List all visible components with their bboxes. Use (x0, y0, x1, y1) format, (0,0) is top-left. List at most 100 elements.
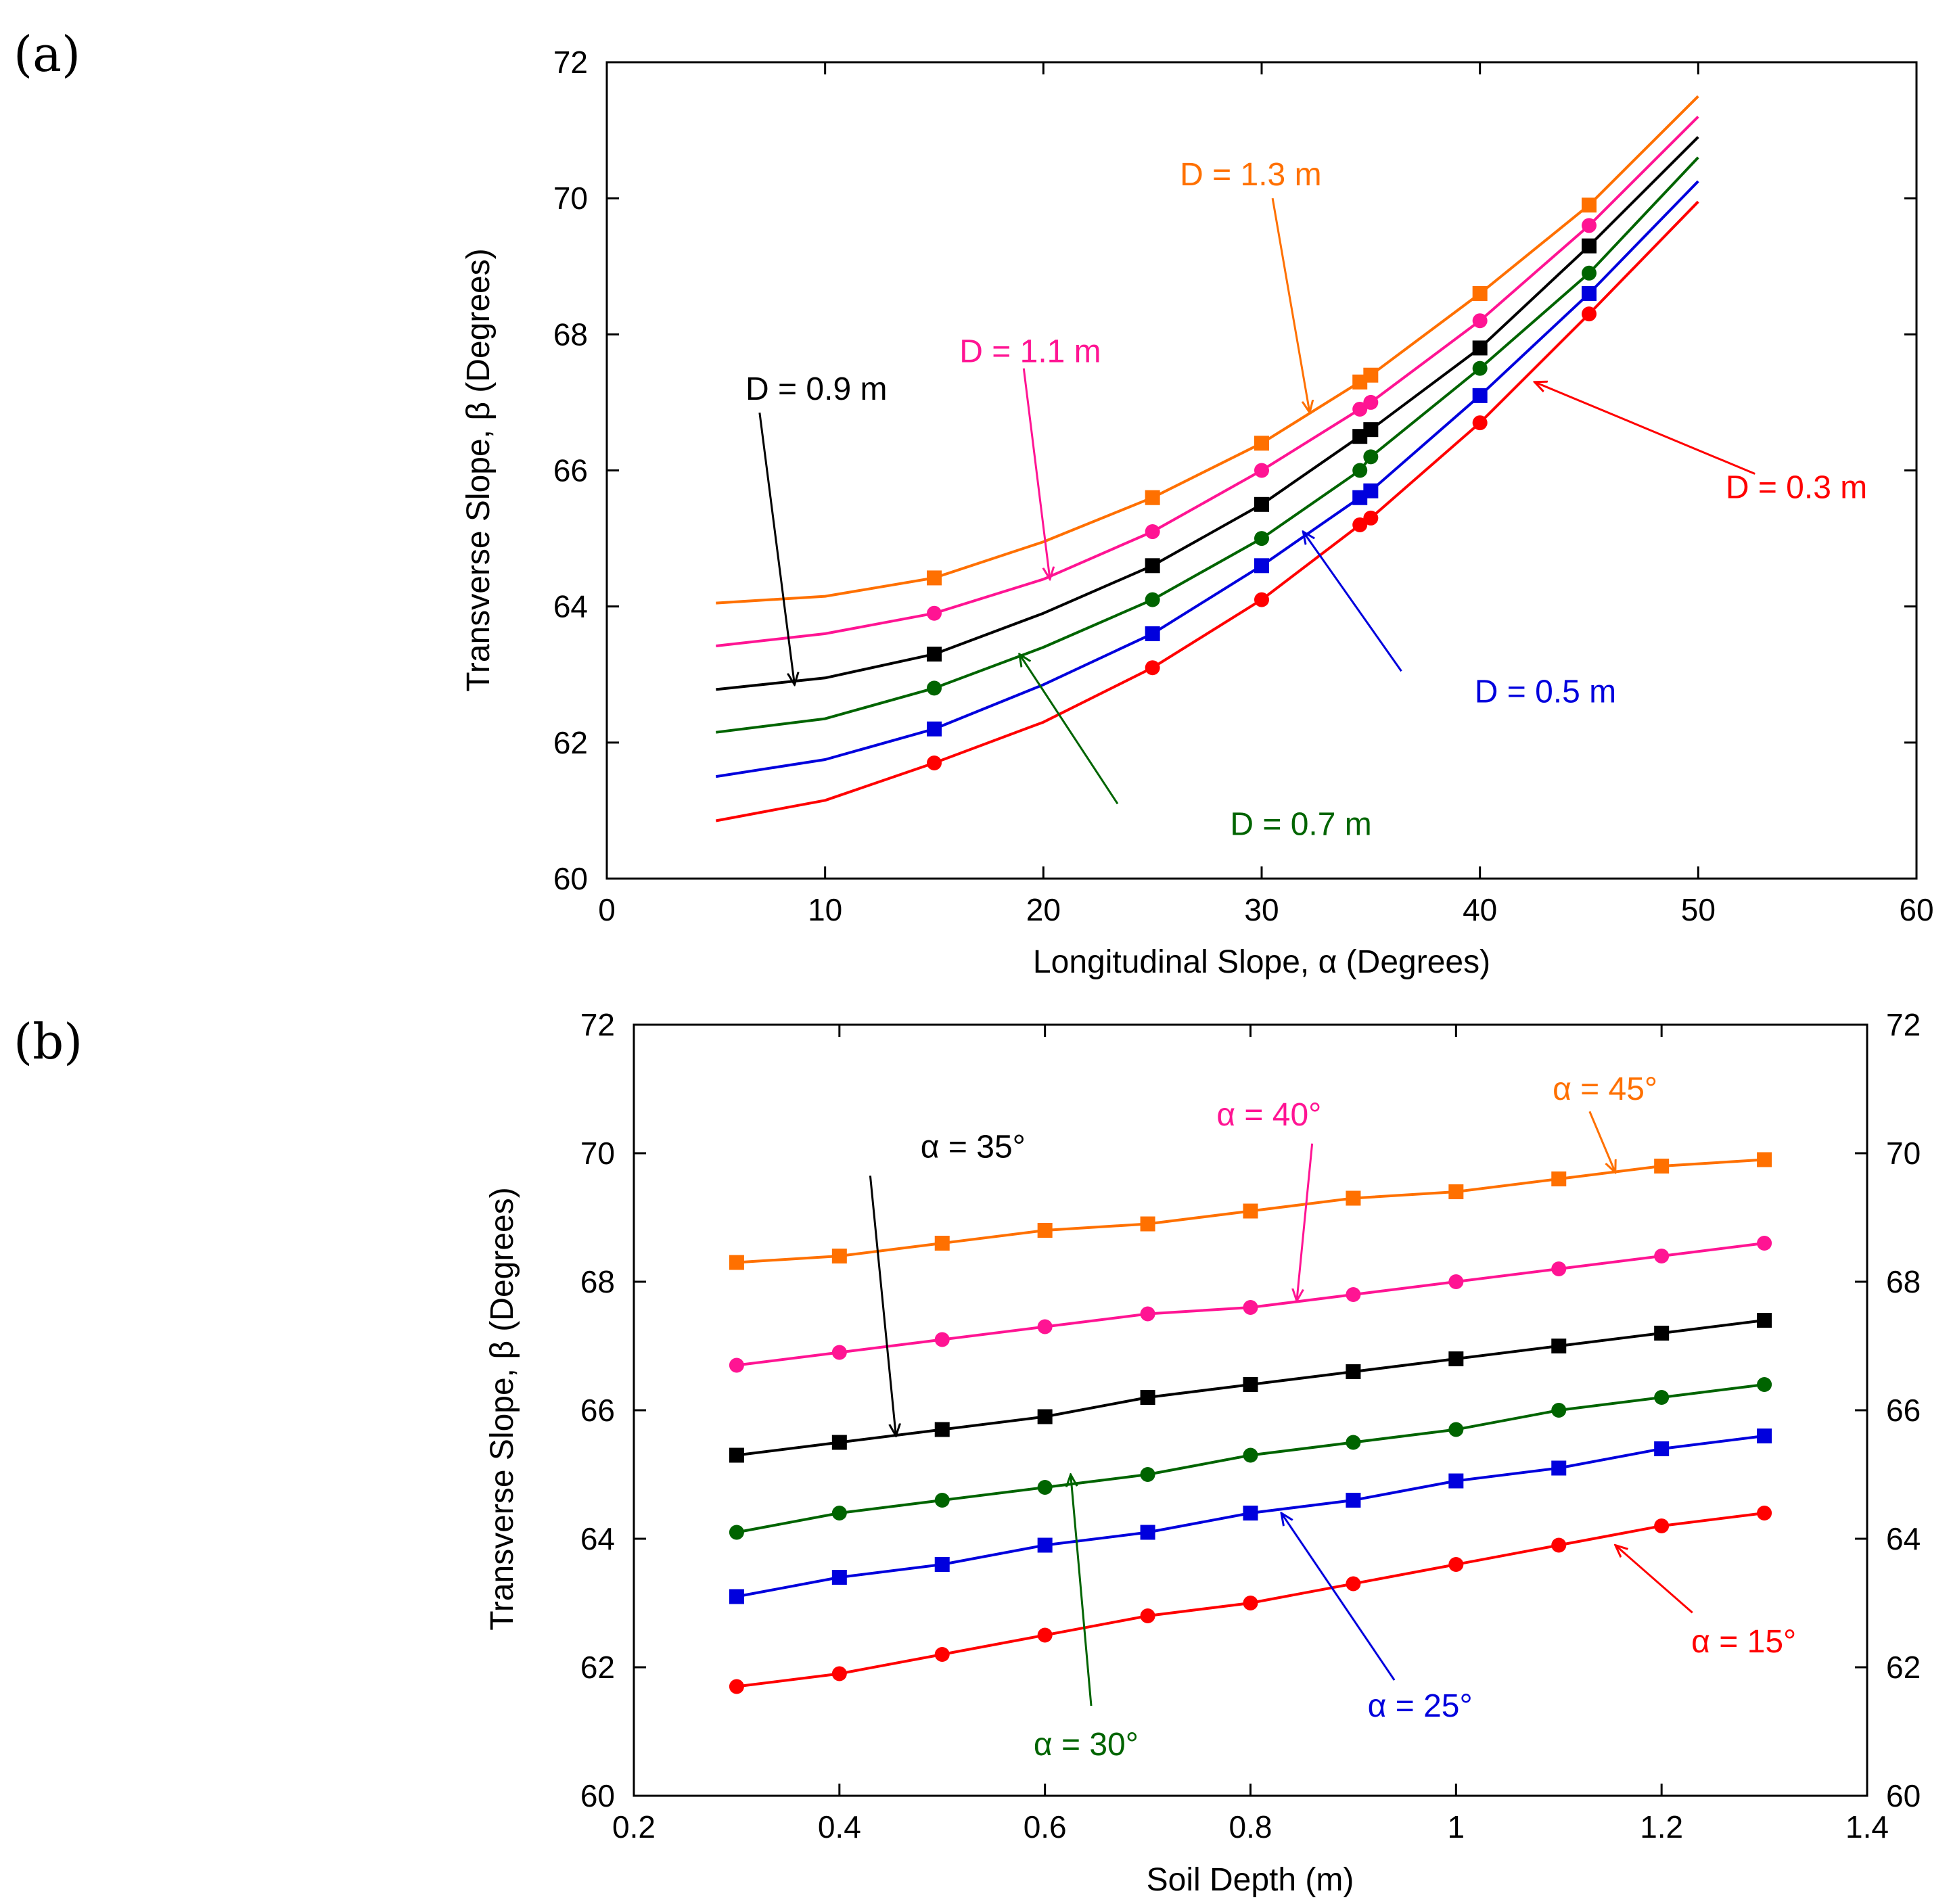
panel-b-series-3 (729, 1313, 1772, 1463)
panel-b-data-point (1140, 1390, 1155, 1405)
panel-a-series-4 (716, 116, 1699, 647)
panel-a-series-2 (716, 156, 1699, 734)
panel-a-y-tick-label: 70 (553, 181, 588, 216)
panel-b-data-point (1654, 1159, 1670, 1174)
panel-b-annotation-label: α = 25° (1368, 1688, 1473, 1724)
panel-b-annotation-arrow (869, 1176, 896, 1436)
panel-a-data-point (1472, 340, 1488, 356)
panel-b-x-tick-label: 0.8 (1229, 1809, 1272, 1844)
panel-a-annotation: D = 0.5 m (1303, 532, 1616, 710)
panel-b-data-point (1037, 1480, 1053, 1495)
panel-b-data-point (1757, 1236, 1772, 1251)
panel-b-y-tick-label: 70 (580, 1136, 615, 1171)
panel-b-series-0 (729, 1506, 1772, 1694)
panel-a-data-point (1363, 367, 1379, 383)
panel-b-right-y-tick-label: 70 (1886, 1136, 1921, 1171)
panel-b-right-y-tick-label: 62 (1886, 1650, 1921, 1685)
panel-b-data-point (1654, 1518, 1670, 1533)
panel-b-data-point (1243, 1377, 1258, 1392)
panel-a-data-point (1363, 483, 1379, 498)
panel-b-x-tick-label: 0.6 (1024, 1809, 1067, 1844)
panel-a-series-0 (715, 200, 1699, 822)
panel-b-data-point (1243, 1506, 1258, 1520)
panel-a-data-point (1582, 198, 1597, 213)
panel-a-data-point (927, 680, 942, 696)
panel-b-chart: (b) 0.2 0.4 0.6 0.8 1 1.2 1.460626466687072606… (14, 1007, 1921, 1898)
panel-b-data-point (1757, 1377, 1772, 1392)
panel-a-y-tick-label: 60 (553, 861, 588, 896)
panel-a-data-point (927, 647, 942, 662)
panel-b-right-y-tick-label: 60 (1886, 1778, 1921, 1813)
panel-a-data-point (1582, 265, 1597, 281)
panel-b-data-point (934, 1557, 950, 1572)
panel-a-data-point (1582, 238, 1597, 254)
panel-b-data-point (1757, 1429, 1772, 1443)
panel-b-annotation-label: α = 40° (1216, 1097, 1321, 1133)
panel-b-data-point (1757, 1152, 1772, 1167)
panel-a-data-point (1582, 306, 1597, 322)
panel-b-data-point (1551, 1537, 1567, 1553)
panel-a-data-point (927, 756, 942, 771)
panel-b-x-tick-label: 0.4 (818, 1809, 861, 1844)
panel-b-x-tick-label: 1.4 (1845, 1809, 1889, 1844)
panel-b-data-point (1037, 1537, 1053, 1553)
panel-a-data-point (1145, 490, 1160, 505)
panel-b-data-point (1654, 1390, 1670, 1405)
panel-a-annotations: D = 0.9 m D = 1.1 m D = 1.3 m D = 0.3 m D = … (745, 157, 1867, 843)
panel-b-data-point (1757, 1506, 1772, 1520)
panel-a-annotation: D = 0.7 m (1019, 654, 1372, 843)
panel-b-x-tick-label: 1.2 (1640, 1809, 1683, 1844)
panel-b-data-point (1654, 1326, 1670, 1341)
panel-b-data-point (934, 1332, 950, 1347)
panel-b-data-point (1140, 1608, 1155, 1623)
panel-b-data-point (831, 1666, 847, 1681)
panel-a-annotation: D = 0.3 m (1534, 382, 1867, 506)
panel-b-data-point (1448, 1557, 1464, 1572)
panel-a-chart: (a) 0 10 20 30 40 50 60 60 62 64 66 68 70 72 D = 0.9 … (14, 26, 1934, 980)
panel-a-data-point (1472, 313, 1488, 329)
panel-b-data-point (934, 1493, 950, 1508)
panel-b-data-point (831, 1506, 847, 1520)
panel-a-data-point (1363, 394, 1379, 410)
panel-a-annotation: D = 1.1 m (959, 333, 1101, 579)
panel-b-annotation-arrow (1071, 1475, 1093, 1706)
panel-a-annotation-arrow (1019, 654, 1119, 805)
panel-a-annotation-label: D = 1.3 m (1180, 157, 1321, 193)
panel-b-data-point (1654, 1441, 1670, 1456)
panel-b-data-point (729, 1357, 744, 1373)
panel-a-y-tick-label: 72 (553, 45, 588, 80)
panel-b-annotation-label: α = 30° (1034, 1727, 1139, 1763)
panel-b-data-point (1654, 1249, 1670, 1263)
panel-a-label: (a) (14, 26, 81, 83)
panel-b-y-tick-label: 72 (580, 1007, 615, 1042)
panel-a-data-point (927, 721, 942, 737)
panel-b-annotation-arrow (1297, 1143, 1314, 1301)
panel-b-y-axis-title: Transverse Slope, β (Degrees) (484, 1187, 520, 1630)
panel-b-right-y-tick-label: 66 (1886, 1393, 1921, 1428)
panel-b-annotations: α = 35° α = 40° α = 45° α = 30° α = 25° α = 1… (869, 1071, 1796, 1763)
panel-a-x-tick-label: 30 (1244, 892, 1279, 927)
panel-a-annotation-label: D = 0.3 m (1726, 470, 1867, 506)
panel-b-data-point (1243, 1447, 1258, 1463)
panel-b-x-axis-title: Soil Depth (m) (1147, 1862, 1354, 1898)
panel-a-series-3 (716, 136, 1699, 691)
panel-b-data-point (729, 1589, 744, 1604)
panel-b-right-y-tick-label: 68 (1886, 1264, 1921, 1299)
panel-b-data-point (831, 1570, 847, 1585)
panel-b-right-y-tick-label: 72 (1886, 1007, 1921, 1042)
panel-a-annotation: D = 1.3 m (1180, 157, 1322, 413)
panel-b-data-point (1448, 1184, 1464, 1199)
panel-a-annotation-arrow (1022, 368, 1050, 580)
panel-b-data-point (831, 1249, 847, 1263)
panel-b-data-point (831, 1345, 847, 1360)
panel-a-data-point (1352, 401, 1368, 417)
panel-b-series-2 (729, 1377, 1772, 1540)
panel-a-data-point (1254, 558, 1269, 574)
panel-b-data-point (729, 1679, 744, 1694)
panel-b-annotation: α = 25° (1281, 1513, 1473, 1724)
panel-a-data-point (1363, 510, 1379, 526)
panel-b-data-point (1140, 1467, 1155, 1482)
panel-b-series-1 (729, 1429, 1772, 1604)
panel-a-data-point (1582, 285, 1597, 301)
panel-b-annotation-label: α = 35° (921, 1130, 1026, 1165)
